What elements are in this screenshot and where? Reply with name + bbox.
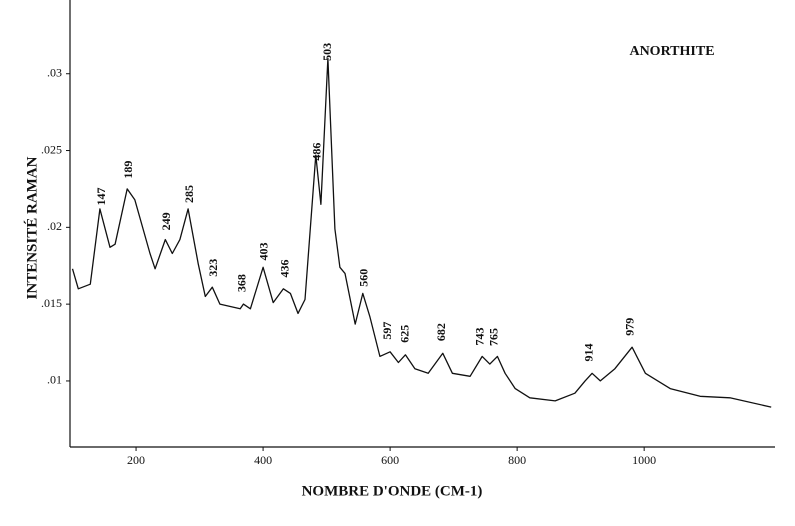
peak-label: 368 — [235, 274, 249, 292]
y-tick-label: .01 — [47, 373, 62, 387]
peak-label: 189 — [121, 161, 135, 179]
peak-label: 249 — [159, 212, 173, 230]
x-axis-label: NOMBRE D'ONDE (CM-1) — [302, 483, 483, 499]
y-tick-label: .025 — [41, 142, 62, 156]
peak-label: 765 — [487, 328, 501, 346]
peak-label: 914 — [581, 343, 595, 361]
y-tick-label: .03 — [47, 65, 62, 79]
x-tick-label: 400 — [254, 453, 272, 467]
peak-label: 285 — [182, 185, 196, 203]
peak-label: 486 — [309, 143, 323, 161]
chart-title: ANORTHITE — [629, 44, 714, 59]
peak-label: 560 — [356, 269, 370, 287]
x-tick-label: 800 — [508, 453, 526, 467]
peak-label: 503 — [320, 43, 334, 61]
peak-label: 597 — [380, 322, 394, 340]
y-axis-label: INTENSITÉ RAMAN — [23, 156, 40, 299]
peak-label: 979 — [623, 318, 637, 336]
peak-label: 625 — [398, 325, 412, 343]
peak-label: 436 — [278, 259, 292, 277]
y-tick-label: .015 — [41, 296, 62, 310]
x-tick-label: 200 — [127, 453, 145, 467]
peak-label: 323 — [206, 259, 220, 277]
y-tick-label: .02 — [47, 219, 62, 233]
x-tick-label: 600 — [381, 453, 399, 467]
peak-label: 403 — [257, 242, 271, 260]
x-tick-label: 1000 — [632, 453, 656, 467]
spectrum-line — [71, 57, 772, 408]
peak-label: 682 — [434, 323, 448, 341]
peak-label: 743 — [473, 327, 487, 345]
peak-label: 147 — [94, 188, 108, 206]
